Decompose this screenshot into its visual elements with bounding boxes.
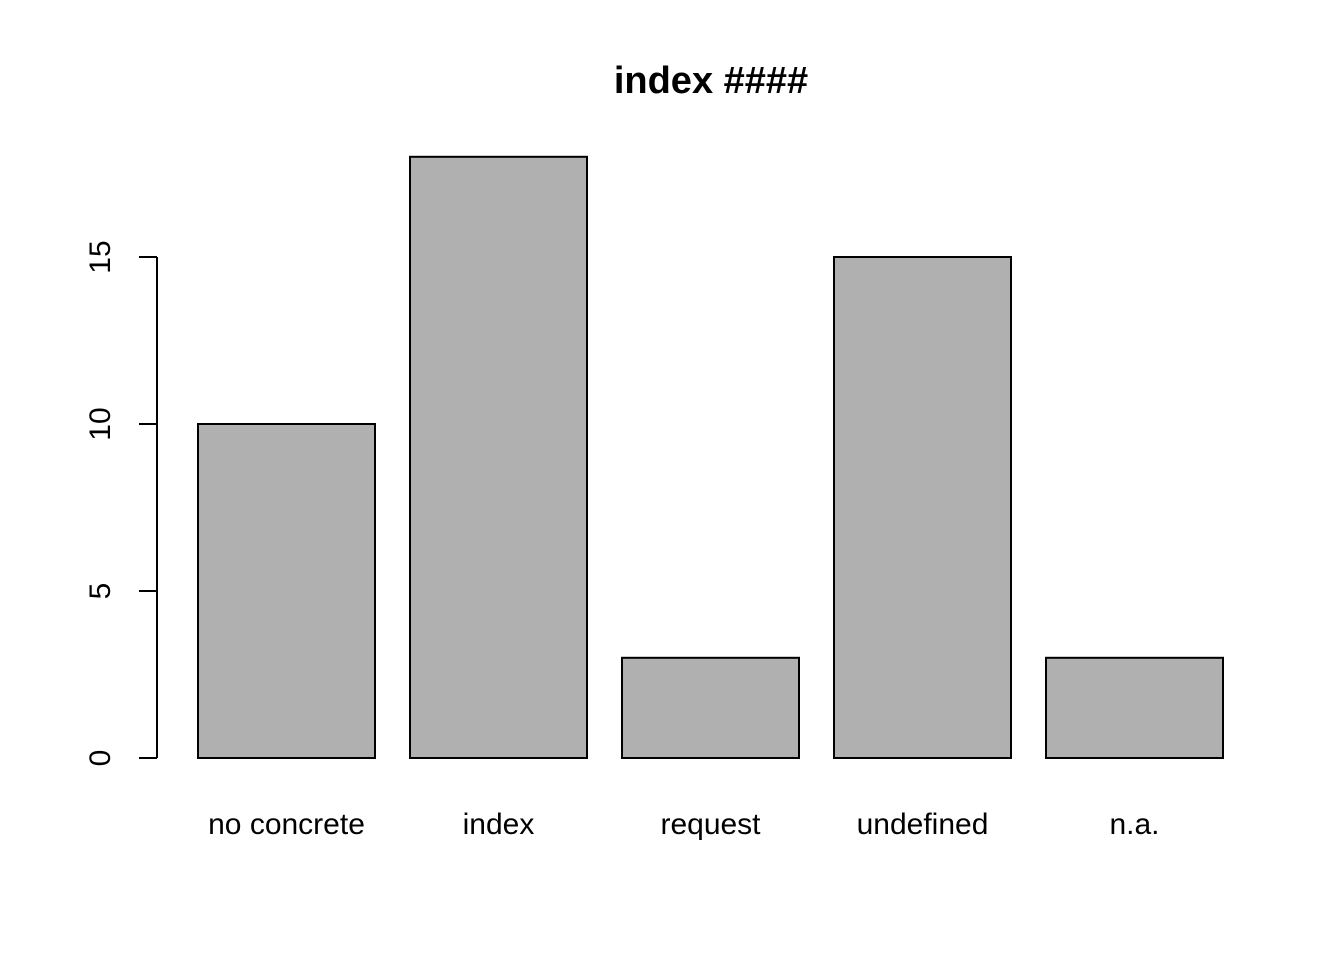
y-tick-label: 15 (84, 240, 117, 273)
bar-request (621, 656, 800, 759)
y-tick-label: 10 (84, 407, 117, 440)
bar-index (409, 155, 588, 760)
bar-undefined (833, 256, 1012, 759)
category-label: index (463, 808, 535, 841)
y-tick-label: 0 (84, 750, 117, 767)
x-axis-labels: no concrete index request undefined n.a. (208, 808, 1159, 841)
category-label: no concrete (208, 808, 365, 841)
bars-group (197, 155, 1224, 760)
category-label: undefined (857, 808, 989, 841)
bar-no-concrete (197, 423, 376, 759)
y-tick-label: 5 (84, 583, 117, 600)
category-label: n.a. (1109, 808, 1159, 841)
bar-n-a- (1045, 656, 1224, 759)
category-label: request (660, 808, 761, 841)
chart-title: index #### (614, 60, 808, 102)
y-axis: 0 5 10 15 (84, 240, 158, 767)
